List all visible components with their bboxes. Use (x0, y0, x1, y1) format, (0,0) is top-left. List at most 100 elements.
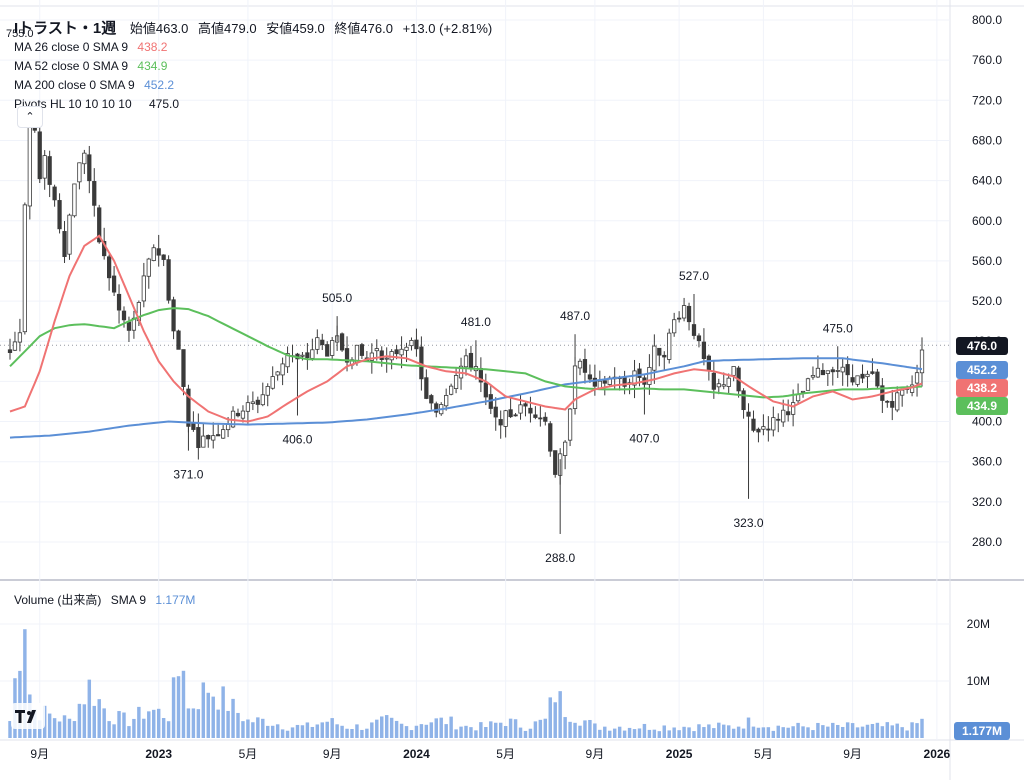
candle-down (325, 344, 330, 357)
tradingview-logo-icon[interactable] (10, 702, 46, 730)
volume-bar (375, 719, 379, 738)
volume-bar (518, 727, 523, 738)
symbol-title[interactable]: Iトラスト・1週 (14, 20, 117, 37)
candle-up (300, 354, 305, 357)
volume-bar (161, 718, 166, 738)
volume-bar (662, 725, 666, 738)
volume-bar (315, 724, 320, 738)
time-tick-label: 2025 (666, 747, 693, 761)
volume-bar (112, 724, 116, 738)
volume-bar (335, 724, 339, 738)
pivot-label: 481.0 (461, 315, 491, 329)
volume-bar (67, 718, 72, 738)
volume-bar (593, 723, 597, 738)
volume-bar (82, 704, 87, 738)
volume-bar (702, 727, 706, 738)
volume-bar (127, 726, 131, 738)
volume-bar (211, 696, 215, 738)
candle-up (285, 353, 290, 368)
volume-bar (350, 729, 354, 738)
ma26-line (9, 234, 923, 423)
volume-bar (191, 708, 196, 738)
volume-bar (608, 730, 612, 738)
volume-bar (176, 676, 181, 738)
candle-down (890, 400, 895, 408)
indicator-ma26-value: 438.2 (137, 40, 168, 54)
volume-bar (826, 726, 830, 738)
ma26-price-tag: 438.2 (956, 379, 1008, 397)
volume-bar (394, 720, 399, 738)
volume-bar (860, 726, 865, 738)
volume-bar (102, 708, 106, 738)
candle-down (414, 339, 419, 350)
chevron-up-icon[interactable]: ⌃ (17, 106, 43, 128)
candle-up (12, 341, 18, 351)
indicator-pivots[interactable]: Pivots HL 10 10 10 10 475.0 (14, 97, 185, 111)
indicator-ma200-label: MA 200 close 0 SMA 9 (14, 78, 135, 92)
candle-up (67, 214, 72, 255)
volume-bar (330, 718, 334, 738)
ma52-line (9, 307, 923, 399)
candle-up (781, 409, 786, 423)
price-tick-label: 320.0 (972, 495, 1002, 509)
candle-up (225, 424, 231, 431)
candle-down (483, 382, 488, 398)
candle-up (726, 377, 731, 387)
indicator-ma52-label: MA 52 close 0 SMA 9 (14, 59, 129, 73)
candle-up (855, 375, 860, 385)
candle-down (756, 428, 761, 433)
volume-bar (836, 724, 840, 738)
time-tick-label: 9月 (30, 747, 49, 761)
indicator-pivots-value: 475.0 (148, 97, 180, 111)
candle-down (92, 181, 97, 206)
pivot-label: 505.0 (322, 291, 352, 305)
indicator-ma200-value: 452.2 (144, 78, 175, 92)
volume-bar (206, 692, 210, 738)
volume-bar (756, 727, 761, 738)
candle-down (97, 207, 102, 243)
indicator-ma26[interactable]: MA 26 close 0 SMA 9 438.2 (14, 40, 173, 54)
volume-bar (494, 722, 498, 738)
volume-bar (563, 717, 567, 738)
volume-bar (533, 721, 538, 738)
volume-bar (92, 705, 96, 738)
time-tick-label: 9月 (323, 747, 342, 761)
volume-bar (147, 711, 151, 738)
candle-down (677, 317, 682, 320)
candle-down (196, 427, 201, 449)
candle-down (206, 434, 211, 440)
change-value: +13.0 (+2.81%) (402, 21, 493, 36)
price-tick-label: 280.0 (972, 535, 1002, 549)
volume-bar (875, 722, 880, 738)
candle-up (647, 367, 652, 385)
indicator-ma200[interactable]: MA 200 close 0 SMA 9 452.2 (14, 78, 180, 92)
price-tick-label: 760.0 (972, 53, 1002, 67)
high-label: 高値 (198, 21, 225, 36)
candle-down (513, 414, 518, 417)
volume-bar (72, 721, 77, 738)
candle-down (543, 416, 548, 422)
candle-up (444, 395, 449, 407)
volume-bar (588, 719, 592, 738)
volume-bar (776, 725, 780, 738)
volume-bar (746, 717, 751, 738)
volume-bar (796, 722, 800, 738)
volume-bar (414, 725, 419, 738)
volume-legend[interactable]: Volume (出来高) SMA 9 1.177M (14, 591, 201, 608)
candle-up (22, 204, 27, 333)
candle-down (637, 368, 642, 378)
candle-up (330, 340, 335, 356)
candle-down (379, 350, 384, 361)
candle-down (339, 333, 345, 351)
ma200-price-tag: 452.2 (956, 361, 1008, 379)
candle-up (716, 383, 721, 388)
candle-down (216, 434, 221, 437)
candle-down (156, 248, 161, 256)
volume-bar (890, 725, 894, 738)
volume-bar (166, 721, 171, 738)
candle-up (275, 371, 280, 376)
price-tick-label: 560.0 (972, 254, 1002, 268)
indicator-ma52[interactable]: MA 52 close 0 SMA 9 434.9 (14, 59, 173, 73)
candle-up (245, 402, 251, 412)
